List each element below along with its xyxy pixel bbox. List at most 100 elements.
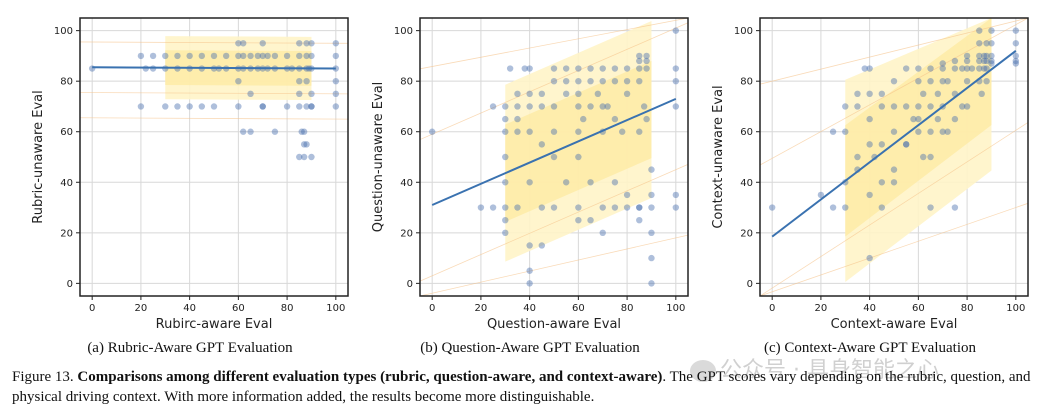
- data-point: [271, 128, 279, 135]
- y-tick-label: 20: [60, 228, 73, 239]
- data-point: [259, 103, 266, 110]
- data-point: [976, 57, 983, 65]
- data-point: [521, 65, 528, 72]
- y-tick-label: 60: [60, 127, 73, 138]
- data-point: [927, 128, 934, 135]
- data-point: [672, 103, 680, 110]
- data-point: [247, 90, 254, 98]
- data-point: [186, 103, 193, 110]
- data-point: [890, 77, 898, 85]
- data-point: [902, 65, 910, 72]
- data-point: [648, 204, 655, 211]
- data-point: [963, 65, 971, 72]
- figure-caption: Figure 13. Comparisons among different e…: [12, 367, 1042, 407]
- y-tick-label: 40: [60, 178, 73, 189]
- y-tick-label: 20: [740, 228, 753, 239]
- plot-frame: [759, 17, 1029, 297]
- data-point: [1012, 40, 1020, 47]
- data-point: [604, 103, 611, 110]
- data-point: [300, 128, 308, 135]
- plot-frame: [79, 17, 349, 297]
- data-point: [240, 128, 247, 135]
- data-point: [538, 242, 546, 249]
- data-point: [963, 103, 971, 110]
- data-point: [502, 216, 509, 224]
- data-point: [526, 242, 533, 249]
- scatter-panel-b: 0 20 40 60 80 100 0 20 40 60 80 100 Question-aware E…: [340, 0, 692, 342]
- data-point: [854, 90, 861, 98]
- data-point: [854, 103, 861, 110]
- data-point: [988, 57, 995, 65]
- data-point: [920, 153, 927, 161]
- data-point: [502, 179, 509, 186]
- data-point: [915, 65, 922, 72]
- data-point: [968, 65, 976, 72]
- watermark: 公众号 · 具身智能之心: [690, 352, 939, 384]
- data-point: [944, 77, 951, 85]
- data-point: [137, 103, 145, 110]
- data-point: [963, 57, 971, 65]
- data-point: [247, 52, 254, 60]
- data-point: [963, 52, 971, 60]
- data-point: [210, 52, 218, 60]
- data-point: [983, 52, 990, 60]
- data-point: [636, 204, 643, 211]
- data-point: [259, 103, 266, 110]
- data-point: [264, 52, 271, 60]
- data-point: [976, 40, 983, 47]
- data-point: [587, 65, 594, 72]
- data-point: [976, 65, 983, 72]
- data-point: [648, 254, 655, 262]
- data-point: [550, 128, 558, 135]
- watermark-text: 公众号 · 具身智能之心: [720, 358, 939, 383]
- data-point: [562, 77, 570, 85]
- data-point: [514, 90, 521, 98]
- data-point: [526, 90, 533, 98]
- data-point: [927, 77, 934, 85]
- caption-label: Figure 13.: [12, 369, 74, 385]
- data-point: [428, 128, 436, 135]
- data-point: [636, 216, 643, 224]
- data-point: [575, 90, 582, 98]
- x-tick-label: 40: [183, 303, 196, 314]
- data-point: [636, 77, 643, 85]
- x-tick-label: 80: [961, 303, 974, 314]
- y-axis-label: Question-unaware Eval: [371, 82, 386, 233]
- data-point: [623, 65, 631, 72]
- data-point: [951, 204, 959, 211]
- data-point: [303, 103, 310, 110]
- data-point: [240, 52, 247, 60]
- data-point: [927, 204, 934, 211]
- data-point: [587, 103, 594, 110]
- data-point: [296, 153, 303, 161]
- data-point: [296, 103, 303, 110]
- data-point: [672, 77, 680, 85]
- data-point: [854, 153, 861, 161]
- data-point: [308, 52, 315, 60]
- regression-line: [771, 50, 1017, 238]
- guide-line: [79, 41, 349, 44]
- guide-line: [759, 202, 1029, 297]
- data-point: [538, 90, 546, 98]
- y-axis-label: Rubric-unaware Eval: [31, 90, 46, 223]
- scatter-panel-c: 0 20 40 60 80 100 0 20 40 60 80 100 Context-aware Ev…: [680, 0, 1032, 342]
- data-point: [502, 103, 509, 110]
- data-point: [489, 103, 497, 110]
- x-axis-label: Question-aware Eval: [487, 317, 621, 332]
- data-point: [599, 204, 606, 211]
- y-tick-label: 40: [400, 178, 413, 189]
- data-point: [890, 103, 898, 110]
- guide-line: [419, 17, 689, 70]
- data-point: [672, 204, 680, 211]
- data-point: [878, 103, 886, 110]
- data-point: [562, 90, 570, 98]
- regression-line: [431, 97, 677, 206]
- data-point: [332, 103, 340, 110]
- data-point: [575, 204, 582, 211]
- data-point: [672, 27, 680, 34]
- data-point: [259, 52, 266, 60]
- data-point: [283, 103, 291, 110]
- data-point: [575, 65, 582, 72]
- data-point: [575, 128, 582, 135]
- data-point: [308, 103, 315, 110]
